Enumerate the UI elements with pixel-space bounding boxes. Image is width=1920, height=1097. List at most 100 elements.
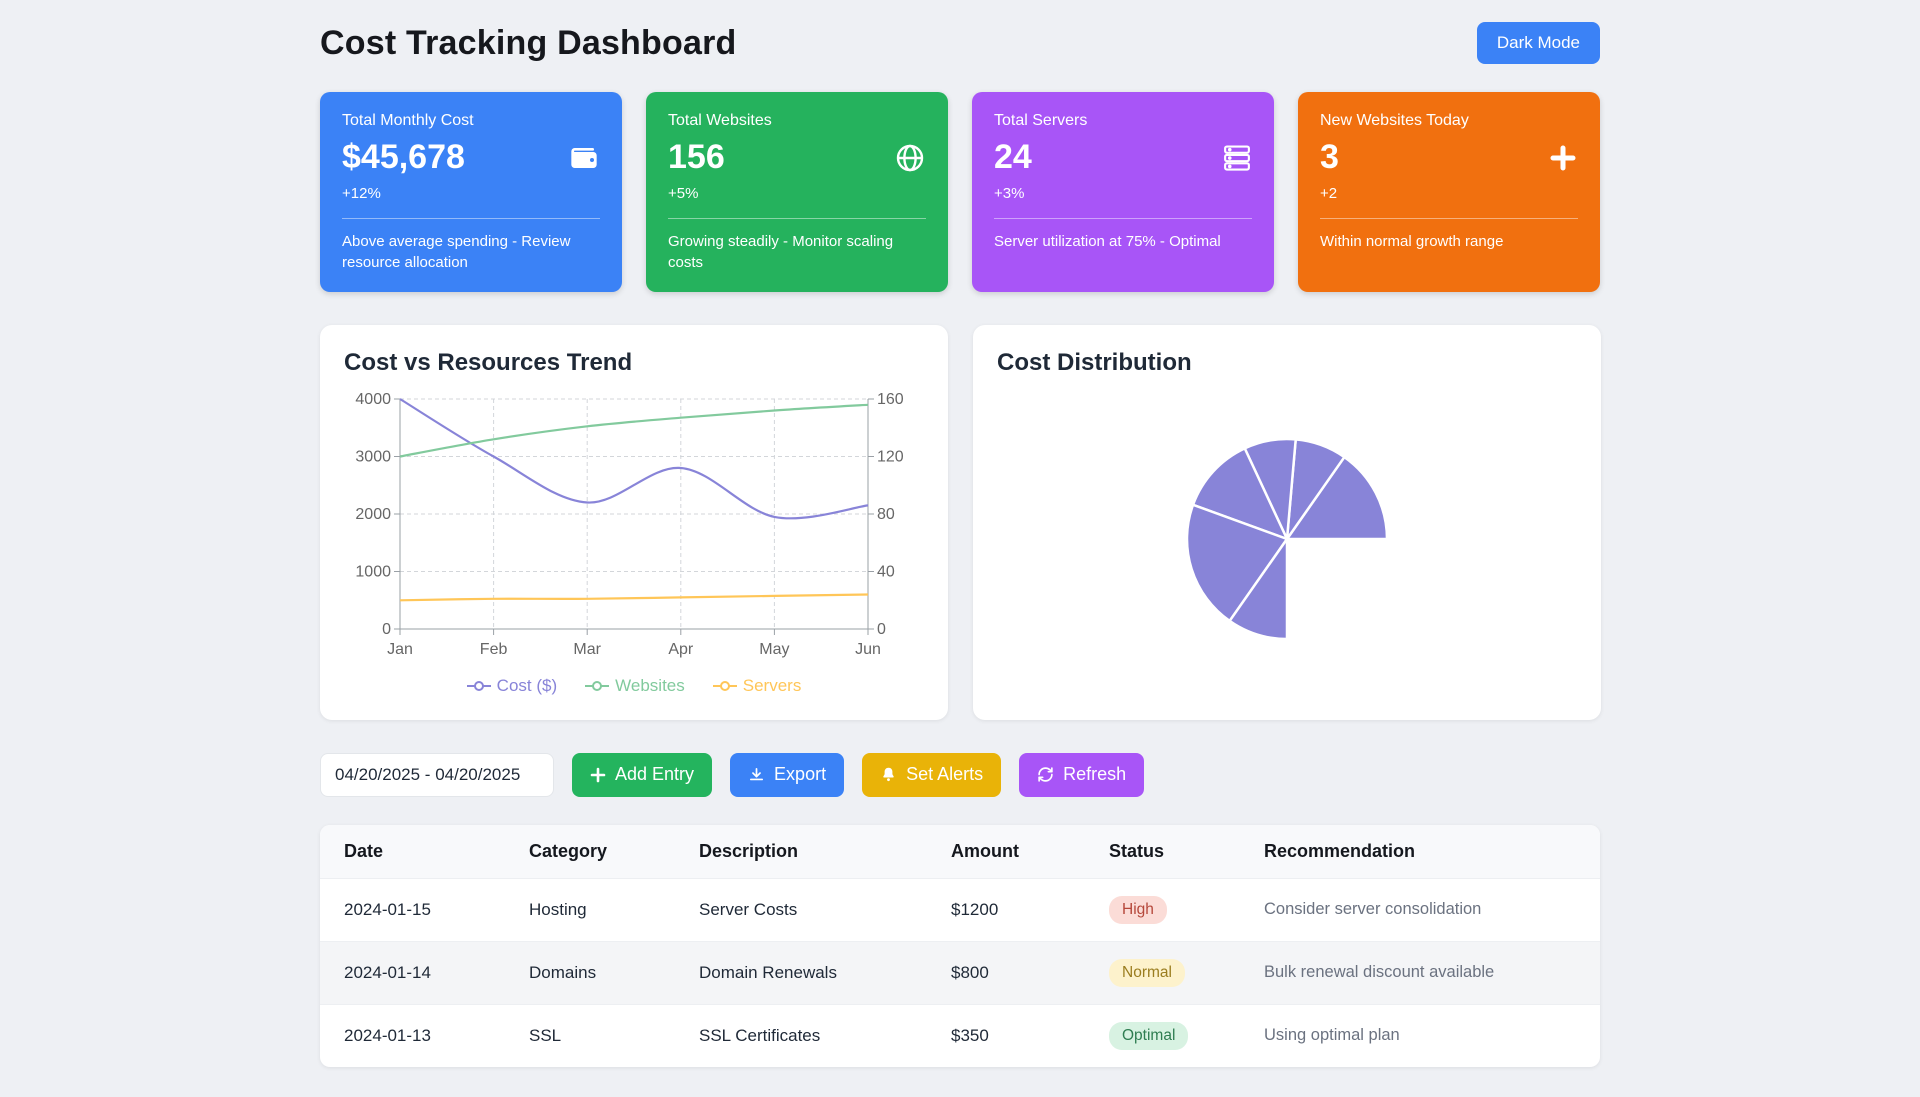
toolbar: Add Entry Export Set Alerts <box>320 752 1600 797</box>
stat-card-delta: +12% <box>342 185 381 202</box>
date-range-input[interactable] <box>320 752 554 797</box>
legend-item: Servers <box>712 676 801 696</box>
wallet-icon <box>568 142 600 174</box>
trend-panel-title: Cost vs Resources Trend <box>344 348 633 376</box>
chart-panels-row: Cost vs Resources Trend 0 1000 2000 3000 40 0… <box>320 324 1601 720</box>
stat-card-websites: Total Websites 156 +5% Growing steadily … <box>646 92 948 292</box>
stat-card-monthly-cost: Total Monthly Cost $45,678 +12% Above av… <box>320 92 622 292</box>
export-label: Export <box>774 764 827 785</box>
set-alerts-label: Set Alerts <box>906 764 984 785</box>
server-icon <box>1222 143 1252 173</box>
cell-date: 2024-01-15 <box>320 877 505 942</box>
cell-category: SSL <box>505 1003 675 1067</box>
stat-card-note: Within normal growth range <box>1320 233 1504 250</box>
stat-card-label: Total Servers <box>994 112 1088 129</box>
svg-text:Apr: Apr <box>668 641 694 658</box>
stat-card-servers: Total Servers 24 +3% Server utilization … <box>972 92 1274 292</box>
set-alerts-button[interactable]: Set Alerts <box>862 752 1002 797</box>
refresh-label: Refresh <box>1063 764 1127 785</box>
table-header-cell: Recommendation <box>1240 824 1600 879</box>
stat-card-delta: +2 <box>1320 185 1338 202</box>
svg-text:80: 80 <box>877 506 895 523</box>
trend-panel: Cost vs Resources Trend 0 1000 2000 3000 40 0… <box>320 324 948 720</box>
pie-slice <box>1185 502 1289 623</box>
cell-status: Optimal <box>1085 1003 1240 1067</box>
add-entry-label: Add Entry <box>615 764 695 785</box>
cell-category: Hosting <box>505 877 675 942</box>
status-badge: Normal <box>1109 958 1185 987</box>
pie-slice <box>1284 454 1389 540</box>
svg-text:40: 40 <box>877 563 895 580</box>
pie-panel-title: Cost Distribution <box>997 348 1192 376</box>
header: Cost Tracking Dashboard Dark Mode <box>320 22 1600 64</box>
divider <box>342 218 600 219</box>
cell-description: Server Costs <box>675 877 927 942</box>
stat-card-note: Server utilization at 75% - Optimal <box>994 233 1221 250</box>
table-header-row: Date Category Description Amount Status Recom… <box>320 824 1600 879</box>
stat-card-delta: +3% <box>994 185 1025 202</box>
bell-icon <box>880 766 897 783</box>
table-header-cell: Status <box>1085 824 1240 879</box>
cell-recommendation: Bulk renewal discount available <box>1240 940 1600 1005</box>
svg-text:160: 160 <box>877 391 904 408</box>
stat-cards-row: Total Monthly Cost $45,678 +12% Above av… <box>320 92 1600 292</box>
stat-card-value: 3 <box>1320 138 1339 176</box>
stat-card-label: New Websites Today <box>1320 112 1469 129</box>
svg-text:Jun: Jun <box>855 641 881 658</box>
stat-card-note: Above average spending - Review resource… <box>342 233 571 272</box>
dark-mode-button[interactable]: Dark Mode <box>1476 22 1600 64</box>
pie-slice <box>1191 446 1290 541</box>
svg-text:Mar: Mar <box>573 641 601 658</box>
stat-card-note: Growing steadily - Monitor scaling costs <box>668 233 894 272</box>
cell-category: Domains <box>505 940 675 1005</box>
divider <box>668 218 926 219</box>
divider <box>994 218 1252 219</box>
cell-amount: $1200 <box>927 877 1085 942</box>
pie-panel: Cost Distribution <box>973 324 1601 720</box>
dashboard-container: Cost Tracking Dashboard Dark Mode Total … <box>320 0 1601 1097</box>
refresh-button[interactable]: Refresh <box>1019 752 1145 797</box>
plus-icon <box>1548 143 1578 173</box>
cell-description: SSL Certificates <box>675 1003 927 1067</box>
svg-text:2000: 2000 <box>355 506 391 523</box>
cost-table: Date Category Description Amount Status Recom… <box>320 824 1600 1067</box>
divider <box>1320 218 1578 219</box>
legend-label: Cost ($) <box>496 675 558 695</box>
cell-status: Normal <box>1085 940 1240 1005</box>
cell-amount: $800 <box>927 940 1085 1005</box>
cost-distribution-pie-chart <box>1185 437 1389 640</box>
table-row: 2024-01-13 SSL SSL Certificates $350 Optimal… <box>320 1003 1600 1067</box>
stat-card-label: Total Websites <box>668 112 772 129</box>
download-icon <box>748 766 765 783</box>
status-badge: High <box>1109 895 1167 924</box>
cell-recommendation: Using optimal plan <box>1240 1003 1600 1067</box>
table-row: 2024-01-15 Hosting Server Costs $1200 High Co… <box>320 877 1600 942</box>
trend-legend: Cost ($) Websites Servers <box>344 676 924 696</box>
svg-text:0: 0 <box>877 621 886 638</box>
svg-text:Feb: Feb <box>480 641 508 658</box>
cell-description: Domain Renewals <box>675 940 927 1005</box>
svg-text:1000: 1000 <box>355 563 391 580</box>
cell-date: 2024-01-14 <box>320 940 505 1005</box>
table-row: 2024-01-14 Domains Domain Renewals $800 Norm… <box>320 940 1600 1005</box>
stat-card-new-websites: New Websites Today 3 +2 Within normal gr… <box>1298 92 1600 292</box>
stat-card-value: 156 <box>668 138 725 176</box>
export-button[interactable]: Export <box>730 752 845 797</box>
add-entry-button[interactable]: Add Entry <box>572 752 713 797</box>
refresh-icon <box>1037 766 1054 783</box>
legend-line-icon <box>712 680 737 691</box>
stat-card-value: $45,678 <box>342 138 465 176</box>
table-header-cell: Description <box>675 824 927 879</box>
status-badge: Optimal <box>1109 1021 1189 1050</box>
cell-date: 2024-01-13 <box>320 1003 505 1067</box>
svg-text:0: 0 <box>382 621 391 638</box>
cell-recommendation: Consider server consolidation <box>1240 877 1600 942</box>
legend-item: Cost ($) <box>466 675 558 696</box>
svg-text:3000: 3000 <box>355 448 391 465</box>
plus-icon <box>590 767 606 783</box>
svg-text:May: May <box>759 641 789 658</box>
table-header-cell: Date <box>320 824 505 879</box>
legend-line-icon <box>585 680 610 691</box>
stat-card-delta: +5% <box>668 185 699 202</box>
stat-card-label: Total Monthly Cost <box>342 112 474 129</box>
